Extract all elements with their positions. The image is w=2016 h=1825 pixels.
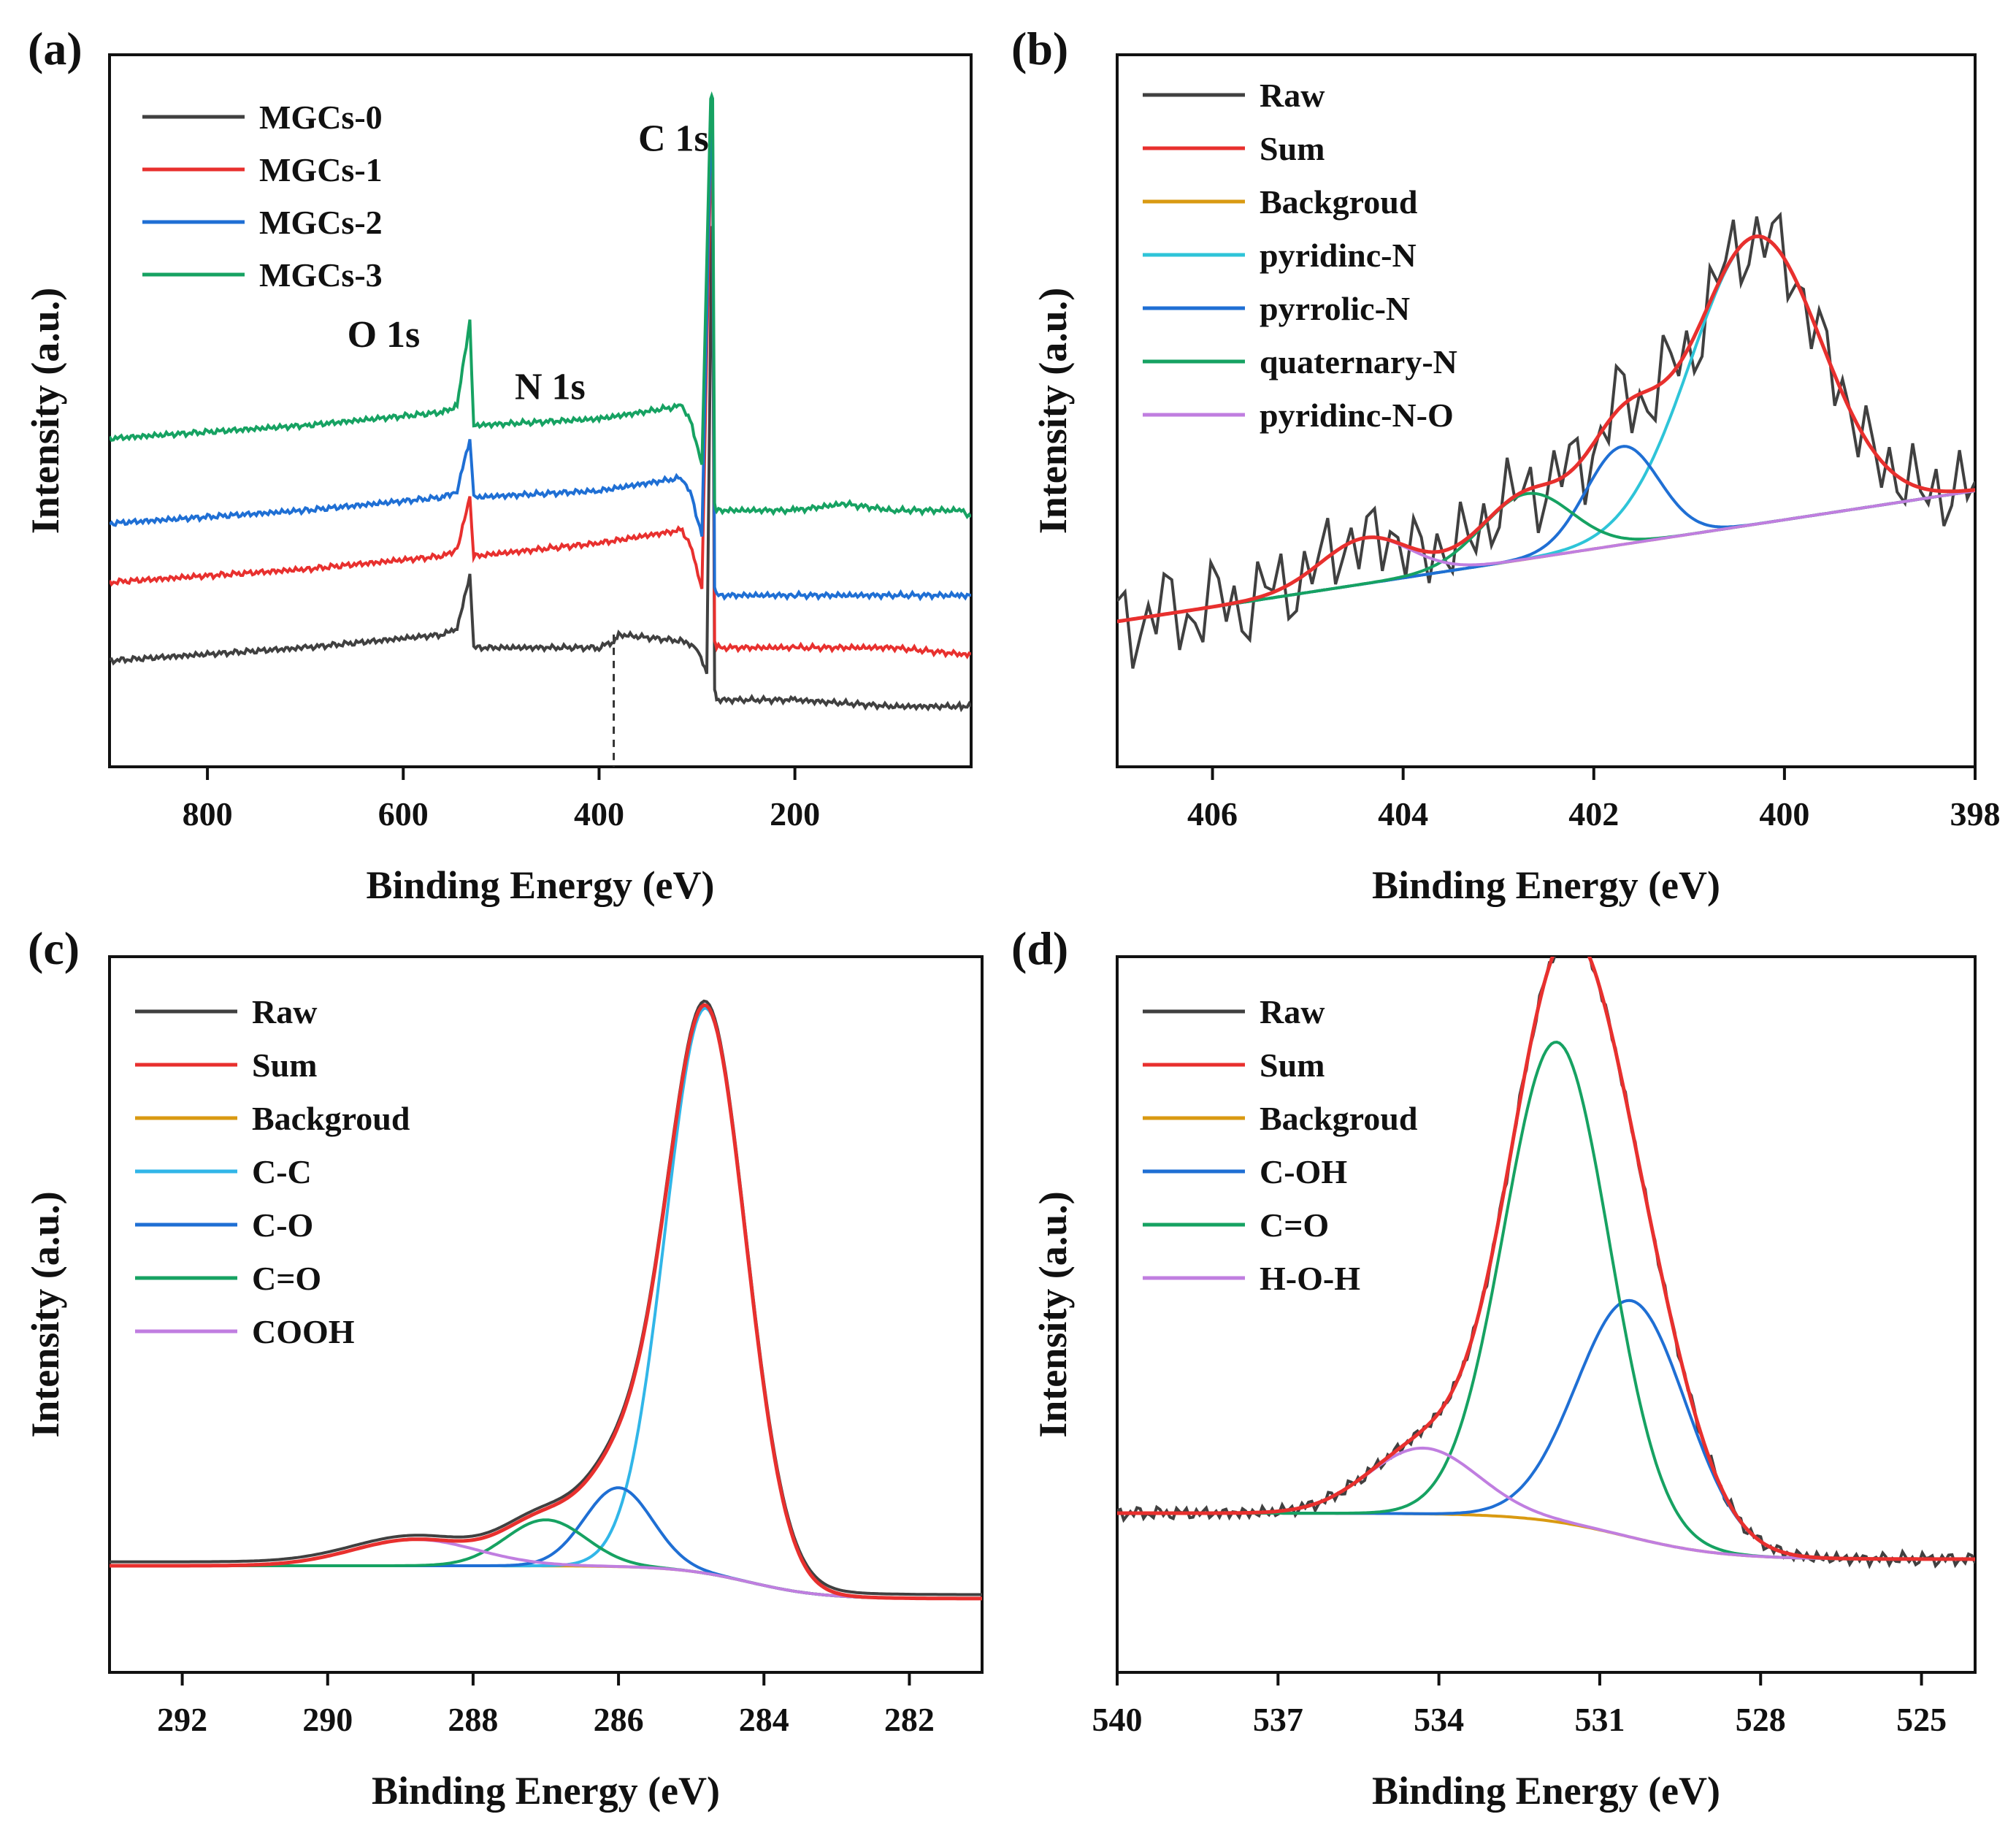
component-line-2: [1117, 1446, 1975, 1561]
x-axis-label: Binding Energy (eV): [372, 1769, 720, 1813]
legend-entry: COOH: [252, 1313, 355, 1350]
x-tick-label: 288: [448, 1701, 498, 1738]
legend-entry: Backgroud: [252, 1100, 410, 1137]
x-tick-label: 286: [594, 1701, 644, 1738]
panel-0: (a) 800 600 400 200 Binding Energy (eV) Intens…: [23, 23, 973, 907]
legend-entry: pyridinc-N-O: [1260, 397, 1454, 434]
sum-line: [110, 1003, 982, 1601]
background-line: [1117, 1512, 1975, 1561]
panel-3: (d) 540 537 534 531 528 525 Binding Energy (eV)…: [1011, 922, 1977, 1813]
plot-area: [110, 999, 982, 1601]
x-tick-label: 402: [1568, 795, 1619, 833]
panel-label: (d): [1011, 922, 1068, 974]
plot-area: [110, 91, 971, 767]
x-tick-label: 531: [1574, 1701, 1625, 1738]
plot-area: [1117, 211, 1975, 669]
legend-entry: Raw: [1260, 77, 1325, 114]
x-axis-label: Binding Energy (eV): [366, 863, 714, 907]
panel-label: (a): [28, 23, 83, 74]
legend-entry: Raw: [252, 993, 317, 1030]
x-tick-label: 290: [302, 1701, 353, 1738]
legend-entry: pyrrolic-N: [1260, 290, 1410, 327]
legend-entry: Sum: [252, 1047, 317, 1084]
x-axis-label: Binding Energy (eV): [1372, 1769, 1720, 1813]
legend-entry: Backgroud: [1260, 1100, 1418, 1137]
panel-2: (c) 292 290 288 286 284 282 Binding Energy (eV)…: [23, 922, 984, 1813]
peak-label: O 1s: [348, 314, 421, 356]
raw-line: [110, 999, 982, 1596]
sum-line: [1117, 957, 1975, 1561]
legend-entry: MGCs-1: [259, 151, 383, 188]
x-tick-label: 398: [1950, 795, 2001, 833]
legend-entry: Sum: [1260, 130, 1325, 167]
legend: Raw Sum Backgroud C-C C-O C=O COOH: [135, 993, 410, 1350]
component-line-1: [1117, 445, 1975, 623]
legend-entry: pyridinc-N: [1260, 237, 1417, 274]
legend-entry: Backgroud: [1260, 183, 1418, 221]
x-tick-label: 525: [1896, 1701, 1947, 1738]
legend-entry: C-O: [252, 1206, 313, 1244]
x-tick-label: 284: [739, 1701, 789, 1738]
x-tick-label: 534: [1414, 1701, 1464, 1738]
x-tick-label: 404: [1378, 795, 1428, 833]
series-line-mgcs-1: [110, 161, 971, 659]
legend-entry: Sum: [1260, 1047, 1325, 1084]
plot-area: [1117, 957, 1975, 1569]
series-line-mgcs-2: [110, 128, 971, 602]
y-axis-label: Intensity (a.u.): [23, 288, 67, 535]
component-line-3: [110, 1538, 982, 1600]
legend: Raw Sum Backgroud pyridinc-N pyrrolic-N quate…: [1143, 77, 1457, 434]
legend-entry: MGCs-0: [259, 99, 383, 136]
legend-entry: MGCs-3: [259, 256, 383, 294]
x-tick-label: 200: [770, 795, 820, 833]
panel-1: (b) 406 404 402 400 398 Binding Energy (eV) Int…: [1011, 23, 2001, 907]
legend-entry: Raw: [1260, 993, 1325, 1030]
series-line-mgcs-0: [110, 226, 971, 713]
legend-entry: H-O-H: [1260, 1260, 1360, 1297]
x-tick-label: 400: [1759, 795, 1809, 833]
raw-line: [1117, 957, 1975, 1569]
y-axis-label: Intensity (a.u.): [1031, 1191, 1075, 1438]
x-tick-label: 292: [157, 1701, 207, 1738]
x-tick-label: 528: [1736, 1701, 1786, 1738]
x-tick-label: 282: [884, 1701, 935, 1738]
legend-entry: MGCs-2: [259, 204, 383, 241]
x-tick-label: 800: [183, 795, 233, 833]
series-line-mgcs-3: [110, 91, 971, 519]
legend-entry: C=O: [1260, 1206, 1329, 1244]
y-axis-label: Intensity (a.u.): [23, 1191, 67, 1438]
plot-frame: [108, 955, 984, 1674]
x-tick-label: 400: [574, 795, 624, 833]
legend-entry: C=O: [252, 1260, 321, 1297]
plot-frame: [108, 53, 973, 768]
x-tick-label: 406: [1187, 795, 1238, 833]
panel-label: (b): [1011, 23, 1068, 74]
legend: MGCs-0 MGCs-1 MGCs-2 MGCs-3: [142, 99, 383, 294]
plot-frame: [1116, 955, 1977, 1674]
legend-entry: C-OH: [1260, 1153, 1347, 1190]
component-line-1: [1117, 1040, 1975, 1561]
plot-frame: [1116, 53, 1977, 768]
x-axis-label: Binding Energy (eV): [1372, 863, 1720, 907]
x-tick-label: 600: [378, 795, 429, 833]
legend-entry: quaternary-N: [1260, 343, 1457, 380]
legend-entry: C-C: [252, 1153, 312, 1190]
x-tick-label: 537: [1253, 1701, 1303, 1738]
y-axis-label: Intensity (a.u.): [1031, 288, 1075, 535]
sum-line: [1117, 234, 1975, 624]
panel-label: (c): [28, 922, 80, 974]
peak-label: C 1s: [638, 118, 709, 160]
raw-line: [1117, 211, 1975, 669]
x-tick-label: 540: [1092, 1701, 1143, 1738]
background-line: [110, 1564, 982, 1600]
component-line-0: [1117, 234, 1975, 623]
legend: Raw Sum Backgroud C-OH C=O H-O-H: [1143, 993, 1418, 1297]
peak-label: N 1s: [515, 367, 586, 408]
